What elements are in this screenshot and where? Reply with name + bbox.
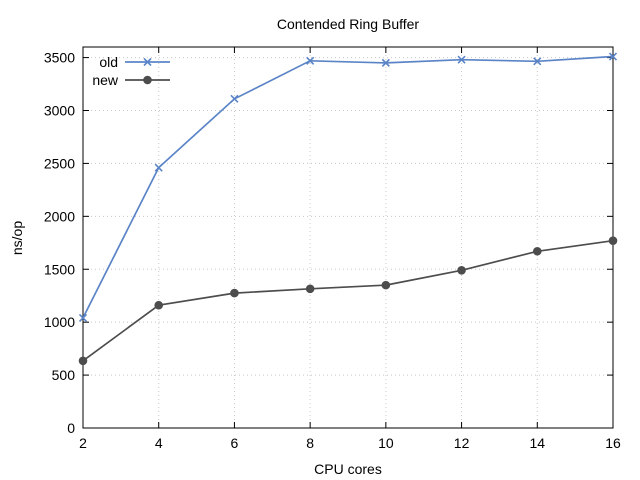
data-point-old xyxy=(230,94,239,103)
x-tick-label: 2 xyxy=(79,435,87,451)
data-point-old xyxy=(78,313,88,322)
data-point-old xyxy=(533,57,542,66)
y-tick-label: 500 xyxy=(52,367,76,383)
data-point-old xyxy=(154,163,163,172)
data-point-new xyxy=(457,266,466,275)
data-point-old xyxy=(381,58,390,67)
y-tick-label: 0 xyxy=(67,420,75,436)
y-tick-label: 3000 xyxy=(44,103,75,119)
x-tick-label: 10 xyxy=(378,435,394,451)
data-point-new xyxy=(381,280,391,290)
legend-marker xyxy=(143,57,152,67)
data-point-new xyxy=(608,236,618,245)
data-point-old-stroke xyxy=(608,52,618,61)
x-tick-label: 12 xyxy=(454,435,470,451)
data-point-new xyxy=(78,356,88,366)
x-tick-label: 6 xyxy=(231,435,239,451)
legend-entry-new: new xyxy=(92,72,170,88)
data-point-old-stroke xyxy=(306,56,315,65)
data-point-new xyxy=(305,284,315,294)
x-tick-label: 14 xyxy=(529,435,545,451)
y-tick-label: 2000 xyxy=(44,208,75,224)
legend-label: new xyxy=(92,72,119,88)
series-layer xyxy=(78,52,618,366)
y-axis-title: ns/op xyxy=(9,221,25,255)
grid xyxy=(83,47,613,428)
y-tick-label: 1000 xyxy=(44,314,75,330)
y-tick-label: 2500 xyxy=(44,155,75,171)
data-point-new xyxy=(532,246,542,256)
series-old xyxy=(78,52,618,322)
data-point-old-stroke xyxy=(457,55,466,64)
legend: old new xyxy=(92,54,170,88)
legend-entry-old: old xyxy=(99,54,170,70)
x-tick-label: 8 xyxy=(306,435,314,451)
series-line-new xyxy=(82,239,614,362)
data-point-old-stroke xyxy=(230,94,239,103)
data-point-old-stroke xyxy=(154,163,163,172)
legend-marker xyxy=(143,75,152,85)
series-line-old xyxy=(82,55,614,319)
y-tick-label: 3500 xyxy=(44,50,75,66)
data-point-old xyxy=(306,56,315,65)
data-point-old-stroke xyxy=(78,313,88,322)
x-tick-label: 4 xyxy=(155,435,163,451)
x-tick-label: 16 xyxy=(605,435,621,451)
data-point-new xyxy=(230,288,239,298)
data-point-old xyxy=(457,55,466,64)
y-tick-label: 1500 xyxy=(44,261,75,277)
data-point-old-stroke xyxy=(381,58,390,67)
x-axis-title: CPU cores xyxy=(314,461,382,477)
data-point-new xyxy=(154,300,164,310)
chart-title: Contended Ring Buffer xyxy=(277,16,420,32)
series-new xyxy=(78,236,618,366)
axis-ticks: 0 500 1000 1500 2000 2500 3000 3500 2 4 6 8 10 12 14 16 xyxy=(44,47,621,451)
legend-marker-stroke xyxy=(143,57,152,67)
data-point-old xyxy=(608,52,618,61)
legend-label: old xyxy=(99,54,118,70)
plot-frame xyxy=(82,46,614,429)
data-point-old-stroke xyxy=(533,57,542,66)
